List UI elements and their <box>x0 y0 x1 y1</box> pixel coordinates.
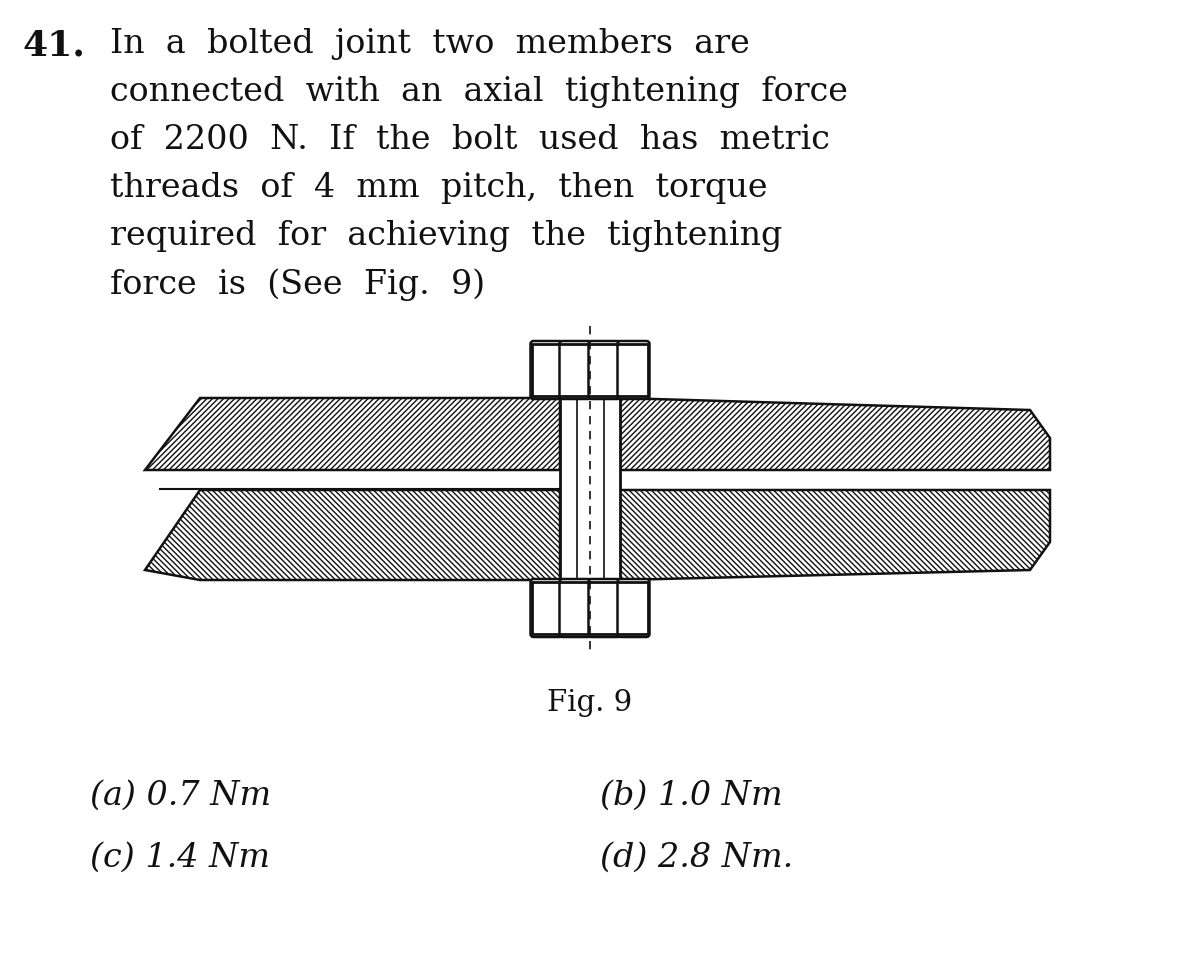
FancyBboxPatch shape <box>530 341 563 399</box>
Text: of  2200  N.  If  the  bolt  used  has  metric: of 2200 N. If the bolt used has metric <box>110 124 830 156</box>
FancyBboxPatch shape <box>588 579 620 637</box>
FancyBboxPatch shape <box>618 341 649 399</box>
Text: (c) 1.4 Nm: (c) 1.4 Nm <box>90 842 270 874</box>
FancyBboxPatch shape <box>559 341 592 399</box>
Polygon shape <box>620 490 1050 580</box>
Text: (d) 2.8 Nm.: (d) 2.8 Nm. <box>600 842 793 874</box>
FancyBboxPatch shape <box>559 579 592 637</box>
Bar <box>532 344 648 396</box>
Polygon shape <box>145 490 560 580</box>
Text: Fig. 9: Fig. 9 <box>547 689 632 717</box>
Polygon shape <box>145 398 560 470</box>
Text: threads  of  4  mm  pitch,  then  torque: threads of 4 mm pitch, then torque <box>110 172 768 204</box>
Text: force  is  (See  Fig.  9): force is (See Fig. 9) <box>110 268 485 301</box>
Bar <box>560 396 620 582</box>
Text: connected  with  an  axial  tightening  force: connected with an axial tightening force <box>110 76 848 108</box>
Text: In  a  bolted  joint  two  members  are: In a bolted joint two members are <box>110 28 750 60</box>
Text: required  for  achieving  the  tightening: required for achieving the tightening <box>110 220 782 252</box>
FancyBboxPatch shape <box>618 579 649 637</box>
Bar <box>532 582 648 634</box>
Text: 41.: 41. <box>22 28 85 62</box>
FancyBboxPatch shape <box>588 341 620 399</box>
FancyBboxPatch shape <box>530 579 563 637</box>
Text: (b) 1.0 Nm: (b) 1.0 Nm <box>600 780 782 812</box>
Polygon shape <box>620 398 1050 470</box>
Text: (a) 0.7 Nm: (a) 0.7 Nm <box>90 780 271 812</box>
